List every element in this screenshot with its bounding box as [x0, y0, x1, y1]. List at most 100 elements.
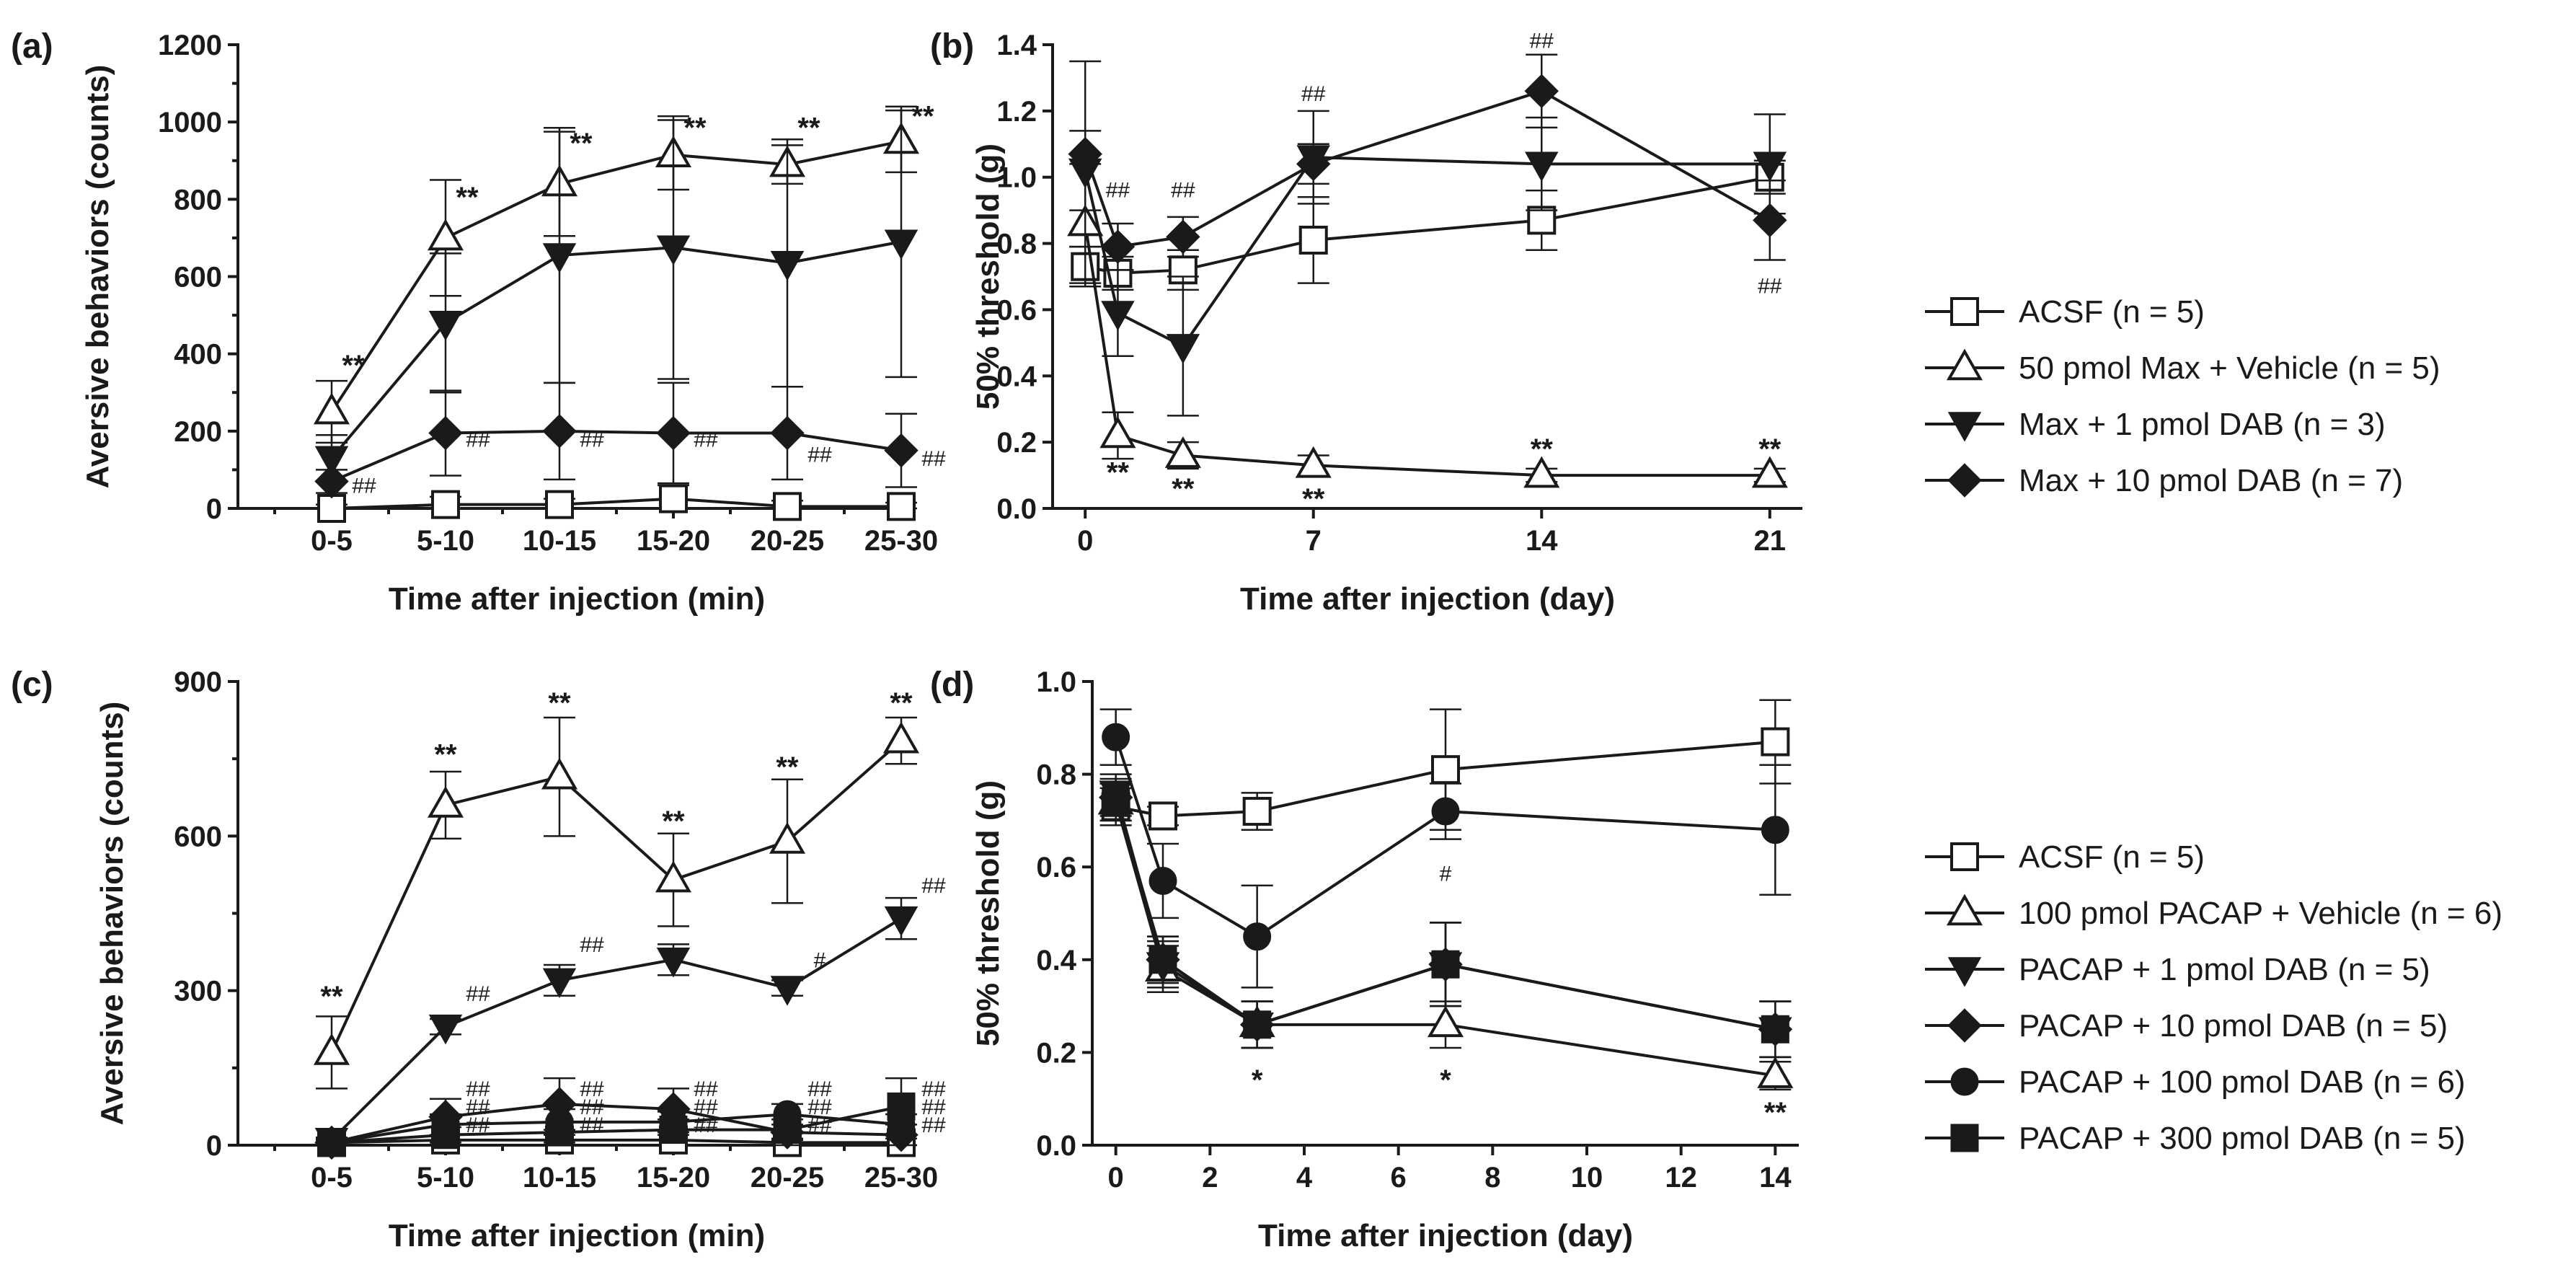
series-3: [314, 381, 919, 499]
series-line: [331, 429, 902, 483]
y-tick-label: 400: [174, 339, 222, 371]
y-tick-label: 900: [174, 666, 222, 698]
series-line: [330, 739, 903, 1054]
x-axis-label: Time after injection (day): [1258, 1218, 1633, 1253]
data-point: [431, 490, 460, 519]
y-tick-label: 800: [174, 184, 222, 216]
legend-entry: ACSF (n = 5): [1925, 294, 2205, 330]
x-axis-label: Time after injection (min): [389, 581, 765, 617]
x-tick-label: 0: [1077, 525, 1093, 557]
legend-marker: [1950, 1067, 1979, 1096]
significance-marker: #: [1440, 862, 1452, 886]
series-line: [331, 1113, 902, 1144]
legend-entry: 50 pmol Max + Vehicle (n = 5): [1925, 348, 2440, 386]
significance-marker: **: [1107, 456, 1130, 488]
significance-marker: ##: [921, 1095, 946, 1119]
x-tick-label: 20-25: [751, 1162, 824, 1194]
data-point: [770, 250, 805, 281]
y-tick-label: 1.4: [996, 30, 1037, 61]
significance-marker: ##: [921, 447, 946, 471]
data-point: [1431, 755, 1460, 785]
significance-marker: **: [434, 738, 457, 770]
significance-marker: ##: [807, 1095, 832, 1119]
x-tick-label: 14: [1759, 1162, 1792, 1194]
data-point: [1296, 146, 1331, 182]
significance-marker: ##: [694, 1113, 718, 1137]
data-point: [1751, 456, 1788, 488]
data-point: [1243, 1010, 1272, 1039]
y-tick-label: 0.6: [1036, 852, 1076, 883]
y-tick-label: 0.4: [996, 361, 1037, 392]
significance-marker: ##: [466, 428, 490, 451]
y-tick-label: 0.2: [996, 427, 1037, 459]
series-1: [313, 716, 920, 1090]
legend-marker: [1946, 348, 1983, 381]
x-tick-label: 21: [1754, 525, 1787, 557]
x-tick-label: 6: [1391, 1162, 1407, 1194]
y-axis-label: Aversive behaviors (counts): [80, 65, 115, 489]
significance-marker: #: [814, 949, 826, 973]
data-point: [659, 484, 688, 513]
legend-entry: 100 pmol PACAP + Vehicle (n = 6): [1925, 894, 2502, 931]
data-point: [769, 821, 806, 854]
data-point: [313, 1033, 350, 1065]
significance-marker: **: [890, 687, 913, 719]
x-tick-label: 20-25: [751, 525, 824, 557]
y-tick-label: 1.0: [996, 162, 1037, 194]
legend-entry: Max + 1 pmol DAB (n = 3): [1925, 407, 2386, 442]
y-axis-label: 50% threshold (g): [970, 780, 1006, 1046]
y-tick-label: 200: [174, 416, 222, 448]
x-tick-label: 0-5: [311, 525, 353, 557]
legend-entry: PACAP + 100 pmol DAB (n = 6): [1925, 1064, 2466, 1100]
legend-marker: [1950, 1124, 1979, 1152]
data-point: [1761, 727, 1790, 756]
y-tick-label: 600: [174, 821, 222, 852]
legend-label: Max + 1 pmol DAB (n = 3): [2019, 407, 2386, 442]
series-0: [316, 484, 917, 523]
legend-marker: [1947, 412, 1982, 442]
legend-label: Max + 10 pmol DAB (n = 7): [2019, 463, 2403, 498]
data-point: [1243, 922, 1272, 951]
y-axis-label: 50% threshold (g): [970, 144, 1006, 410]
panel-b: 0.0 0.2 0.4 0.6 0.8 1.0 1.2 1.4 0 7 14 21 Time after…: [930, 27, 1802, 617]
data-point: [428, 1014, 463, 1045]
x-tick-label: 0-5: [311, 1162, 353, 1194]
data-point: [1100, 229, 1136, 264]
significance-marker: *: [1252, 1064, 1263, 1096]
panel-label: (a): [11, 27, 53, 66]
y-tick-label: 0.2: [1036, 1037, 1076, 1069]
y-tick-label: 0.8: [1036, 759, 1076, 791]
series-line: [330, 139, 902, 413]
series-line: [1084, 89, 1771, 249]
significance-marker: ##: [807, 1077, 832, 1101]
data-point: [1166, 219, 1200, 255]
data-point: [431, 1121, 460, 1150]
significance-marker: ##: [807, 444, 832, 467]
series-2: [314, 896, 919, 1158]
significance-marker: **: [320, 981, 343, 1012]
series-line: [331, 1105, 902, 1144]
data-point: [1068, 136, 1102, 172]
data-point: [1295, 446, 1332, 478]
legend-marker: [1950, 297, 1979, 326]
series-line: [331, 1102, 902, 1144]
data-point: [1431, 950, 1460, 979]
data-point: [655, 860, 692, 893]
significance-marker: **: [1172, 473, 1195, 505]
significance-marker: ##: [352, 475, 376, 498]
y-tick-label: 1200: [158, 30, 222, 61]
significance-marker: ##: [1301, 82, 1326, 106]
data-point: [1523, 456, 1560, 488]
legend-entry: PACAP + 1 pmol DAB (n = 5): [1925, 952, 2430, 987]
significance-marker: **: [456, 182, 479, 213]
series-2: [314, 105, 919, 482]
series-line: [331, 1138, 901, 1144]
x-tick-label: 25-30: [864, 1162, 938, 1194]
data-point: [542, 414, 577, 449]
significance-marker: ##: [580, 1077, 604, 1101]
y-tick-label: 0.6: [996, 294, 1037, 326]
significance-marker: **: [911, 101, 934, 133]
significance-marker: ##: [466, 1095, 490, 1119]
panel-a: 0 200 400 600 800 1000 1200 0-5 5-10 10-15 15-20 20…: [11, 27, 946, 617]
data-point: [1427, 1005, 1464, 1038]
